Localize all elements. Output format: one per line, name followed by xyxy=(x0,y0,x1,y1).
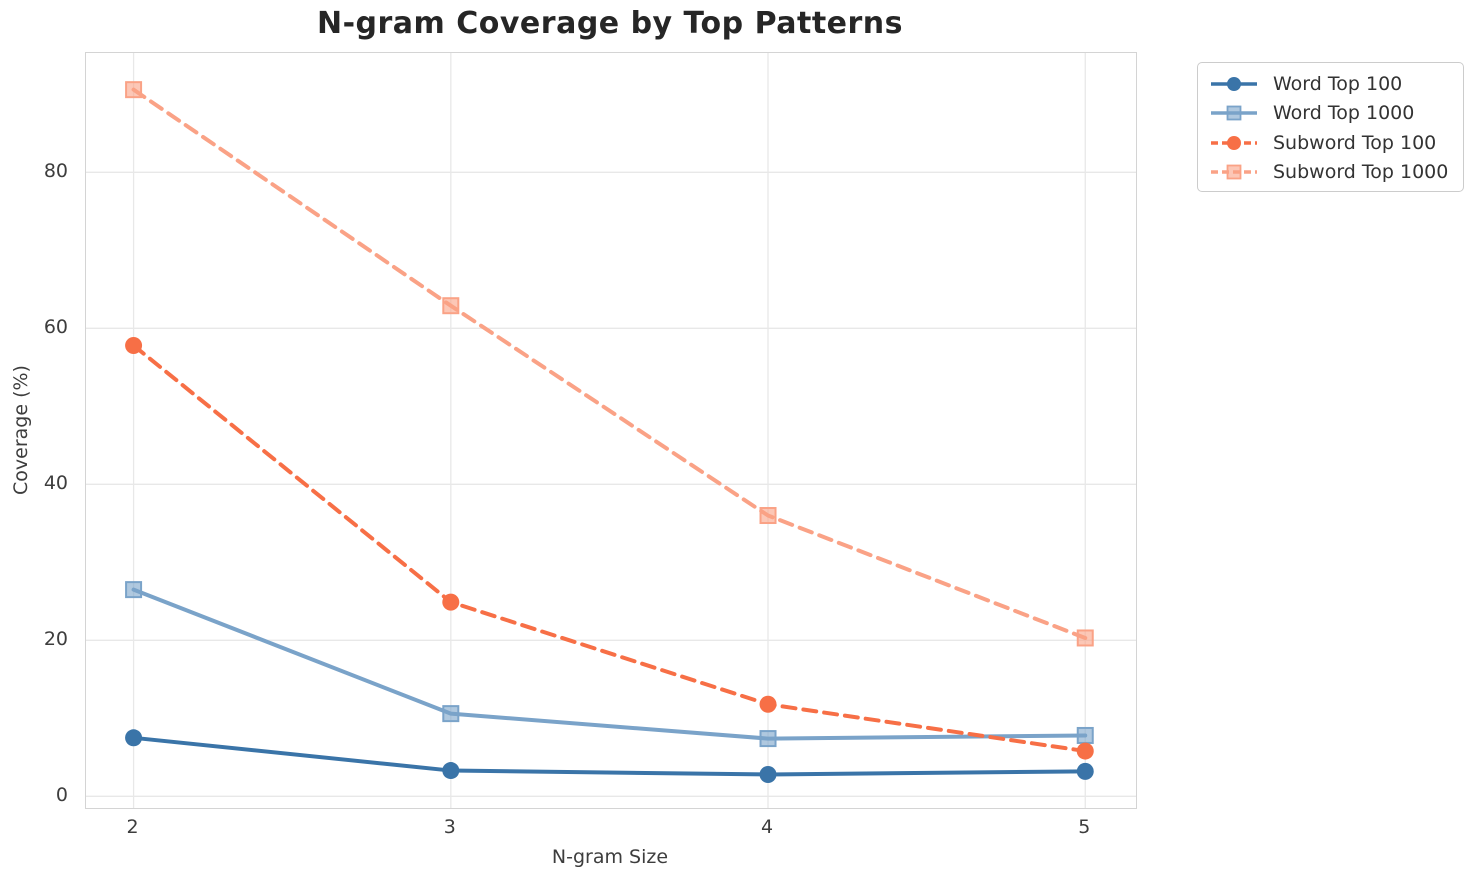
marker-subword-top-1000-x4 xyxy=(759,507,777,525)
marker-word-top-1000-x3 xyxy=(442,705,460,723)
legend-item-word-top-100: Word Top 100 xyxy=(1210,69,1451,99)
series-line-subword-top-1000 xyxy=(131,87,1088,640)
x-tick-label-2: 2 xyxy=(126,816,139,838)
legend-items: Word Top 100 Word Top 1000 Subword Top 100… xyxy=(1210,69,1451,187)
legend-swatch-word-top-1000 xyxy=(1211,105,1257,121)
marker-word-top-100-x4 xyxy=(759,765,777,783)
legend-marker-subword-top-1000 xyxy=(1226,164,1242,180)
legend-label-word-top-100: Word Top 100 xyxy=(1273,72,1403,95)
legend-marker-subword-top-100 xyxy=(1227,135,1241,150)
legend-swatch-subword-top-100 xyxy=(1211,135,1257,150)
x-axis-label: N-gram Size xyxy=(551,846,669,868)
legend-marker-word-top-100 xyxy=(1227,76,1241,91)
marker-word-top-100-x2 xyxy=(125,729,143,747)
marker-word-top-1000-x2 xyxy=(125,581,143,599)
legend-marker-word-top-1000 xyxy=(1226,105,1242,121)
marker-subword-top-100-x4 xyxy=(759,695,777,713)
legend-swatch-word-top-100 xyxy=(1211,76,1257,91)
x-tick-label-3: 3 xyxy=(443,816,456,838)
plot-area xyxy=(85,52,1137,809)
marker-subword-top-100-x2 xyxy=(125,336,143,354)
marker-subword-top-1000-x2 xyxy=(125,81,143,99)
legend-item-subword-top-100: Subword Top 100 xyxy=(1210,128,1451,158)
marker-subword-top-1000-x5 xyxy=(1076,629,1094,647)
legend: Word Top 100 Word Top 1000 Subword Top 100… xyxy=(1197,62,1464,192)
legend-label-word-top-1000: Word Top 1000 xyxy=(1273,102,1415,125)
y-tick-label-20: 20 xyxy=(43,628,68,651)
marker-subword-top-100-x5 xyxy=(1076,742,1094,760)
legend-item-word-top-1000: Word Top 1000 xyxy=(1210,99,1451,129)
legend-item-subword-top-1000: Subword Top 1000 xyxy=(1210,158,1451,188)
plot-canvas xyxy=(86,53,1136,808)
marker-word-top-1000-x5 xyxy=(1076,726,1094,744)
y-tick-label-40: 40 xyxy=(43,472,68,495)
y-tick-label-0: 0 xyxy=(55,784,68,807)
legend-label-subword-top-1000: Subword Top 1000 xyxy=(1273,161,1449,184)
marker-subword-top-1000-x3 xyxy=(442,297,460,315)
marker-word-top-100-x5 xyxy=(1076,762,1094,780)
series-line-word-top-1000 xyxy=(131,587,1088,741)
marker-word-top-1000-x4 xyxy=(759,730,777,748)
x-tick-label-5: 5 xyxy=(1078,816,1091,838)
chart-title: N-gram Coverage by Top Patterns xyxy=(316,6,904,41)
marker-subword-top-100-x3 xyxy=(442,593,460,611)
y-axis-label: Coverage (%) xyxy=(10,365,32,495)
marker-word-top-100-x3 xyxy=(442,762,460,780)
y-tick-label-80: 80 xyxy=(43,160,68,183)
x-tick-label-4: 4 xyxy=(760,816,774,838)
series-line-word-top-100 xyxy=(131,735,1088,777)
y-tick-label-60: 60 xyxy=(43,316,68,339)
legend-label-subword-top-100: Subword Top 100 xyxy=(1273,131,1437,154)
legend-swatch-subword-top-1000 xyxy=(1211,164,1257,180)
series-line-subword-top-100 xyxy=(131,343,1088,754)
